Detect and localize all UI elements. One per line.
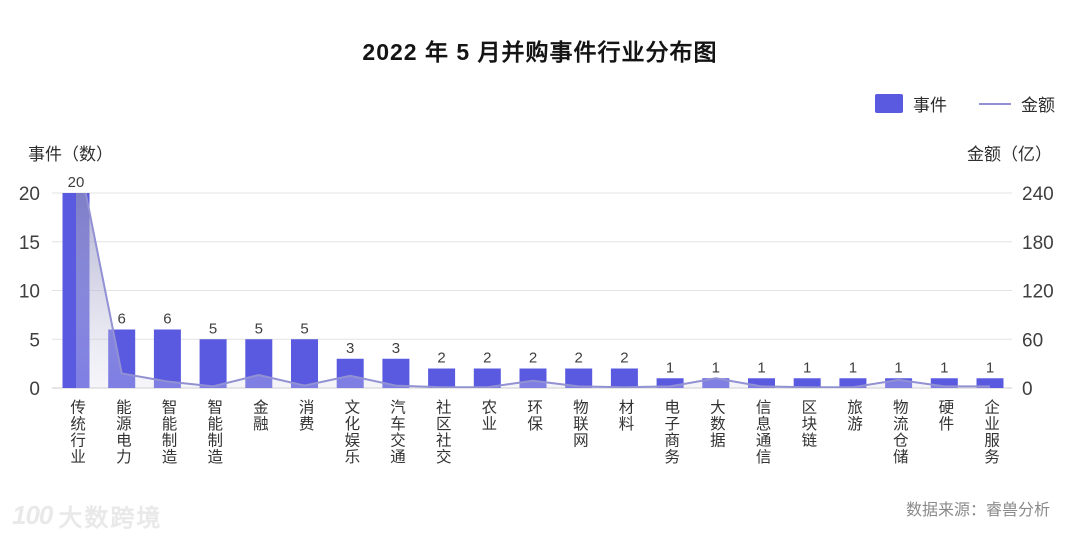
chart-title: 2022 年 5 月并购事件行业分布图 (362, 39, 718, 65)
events-legend-swatch-icon (875, 94, 903, 113)
x-axis-label: 电子商务 (662, 399, 680, 465)
bar-value-label: 5 (209, 320, 217, 337)
bar-value-label: 6 (163, 311, 171, 328)
watermark: 100 大数跨境 (12, 498, 162, 533)
bar (656, 378, 684, 388)
events-legend-label: 事件 (913, 96, 947, 115)
bar-value-label: 5 (255, 320, 263, 337)
amount-line (84, 193, 990, 388)
bar-value-label: 20 (68, 174, 85, 191)
x-axis-label: 文化娱乐 (342, 399, 360, 465)
x-axis-label: 旅游 (845, 399, 863, 432)
x-axis-label: 传统行业 (68, 399, 86, 465)
bar-value-label: 1 (940, 359, 948, 376)
x-axis-label: 能源电力 (113, 399, 131, 465)
legend: 事件 金额 (875, 91, 1055, 116)
x-axis-label: 智能制造 (205, 399, 223, 465)
bar-value-label: 1 (986, 359, 994, 376)
bar-value-label: 3 (392, 340, 400, 357)
data-source-note: 数据来源：睿兽分析 (905, 502, 1050, 519)
amount-legend-label: 金额 (1021, 96, 1055, 115)
left-axis-title: 事件（数） (28, 145, 113, 164)
left-axis-tick: 5 (29, 330, 40, 351)
x-axis-label: 区块链 (799, 399, 817, 449)
watermark-text: 大数跨境 (58, 505, 163, 532)
x-axis-label: 社区社交 (433, 399, 451, 465)
bar-value-label: 1 (803, 359, 811, 376)
x-axis-label: 金融 (250, 399, 268, 432)
bar (473, 368, 501, 388)
bar-value-label: 3 (346, 340, 354, 357)
x-axis-label: 企业服务 (982, 399, 1000, 465)
bar-value-label: 2 (620, 350, 628, 367)
left-axis-tick: 20 (19, 184, 40, 205)
bar (839, 378, 867, 388)
bar (565, 368, 593, 388)
bar (291, 339, 318, 388)
x-axis-label: 物流仓储 (890, 399, 908, 465)
right-axis-tick: 180 (1022, 233, 1054, 254)
bar (976, 378, 1004, 388)
bar-value-label: 1 (666, 359, 674, 376)
right-axis-tick: 120 (1022, 282, 1054, 303)
bar (793, 378, 821, 388)
x-axis-label: 消费 (296, 399, 314, 432)
bar (610, 368, 638, 388)
left-axis-tick: 15 (19, 233, 40, 254)
x-axis-label: 智能制造 (159, 399, 177, 465)
bar-value-label: 6 (118, 311, 126, 328)
bar (428, 368, 456, 388)
x-axis-label: 环保 (525, 399, 543, 432)
x-axis-label: 汽车交通 (388, 399, 406, 465)
bar (748, 378, 775, 388)
bar-value-label: 1 (894, 359, 902, 376)
x-axis-label: 硬件 (936, 399, 954, 432)
x-axis-label: 材料 (616, 399, 634, 432)
bar-value-label: 5 (300, 320, 308, 337)
bar-value-label: 1 (757, 359, 765, 376)
bar-value-label: 1 (712, 359, 720, 376)
bar-value-label: 2 (529, 350, 537, 367)
bar-value-label: 2 (437, 350, 445, 367)
bar (930, 378, 958, 388)
x-axis-label: 信息通信 (753, 399, 771, 465)
watermark-logo-icon: 100 (12, 500, 53, 530)
bar (199, 339, 227, 388)
x-axis-label: 物联网 (570, 399, 588, 449)
x-axis-label: 农业 (479, 399, 497, 432)
right-axis-tick: 0 (1022, 379, 1033, 400)
right-axis-title: 金额（亿） (967, 145, 1052, 164)
right-axis-tick: 60 (1022, 330, 1043, 351)
x-axis-label: 大数据 (707, 399, 725, 449)
right-axis-tick: 240 (1022, 184, 1054, 205)
bar (153, 329, 181, 388)
left-axis-tick: 10 (19, 282, 40, 303)
left-axis-tick: 0 (29, 379, 40, 400)
bar-value-label: 1 (849, 359, 857, 376)
bar-value-label: 2 (483, 350, 491, 367)
bar-value-label: 2 (575, 350, 583, 367)
amount-legend-line-icon (979, 102, 1011, 105)
